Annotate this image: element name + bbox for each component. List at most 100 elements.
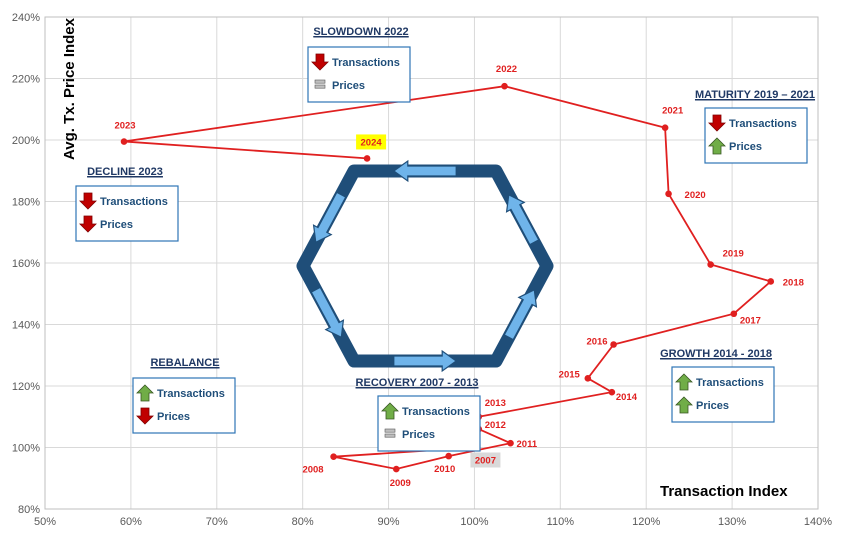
data-point-2022 — [501, 82, 508, 90]
y-tick-label: 100% — [12, 443, 40, 455]
data-point-2017 — [730, 310, 738, 318]
phase-title: MATURITY 2019 – 2021 — [695, 89, 815, 101]
x-tick-label: 140% — [804, 516, 832, 528]
prices-label: Prices — [402, 429, 435, 441]
y-tick-label: 160% — [12, 258, 40, 270]
arrow-up-icon — [381, 402, 399, 420]
arrow-up-icon — [675, 396, 693, 414]
data-point-2015 — [584, 375, 592, 382]
cycle-arrow — [310, 286, 345, 339]
phase-5: GROWTH 2014 - 2018 Transactions Prices — [660, 348, 775, 423]
highlight-box-2007 — [470, 452, 501, 468]
phase-box — [132, 377, 236, 434]
phase-0: SLOWDOWN 2022 Transactions Prices — [307, 26, 411, 103]
cycle-arrow — [505, 193, 540, 246]
phase-title: RECOVERY 2007 - 2013 — [356, 377, 479, 389]
prices-label: Prices — [157, 411, 190, 423]
phase-title: GROWTH 2014 - 2018 — [660, 348, 772, 360]
data-point-2018 — [767, 278, 775, 285]
point-label-2023: 2023 — [114, 121, 135, 132]
phase-box — [75, 185, 179, 242]
phase-boxes: SLOWDOWN 2022 Transactions Prices MATURITY … — [75, 26, 816, 452]
arrow-down-icon — [311, 53, 329, 71]
point-label-2022: 2022 — [496, 64, 517, 75]
phase-box — [671, 366, 775, 423]
arrow-up-icon — [708, 137, 726, 155]
cycle-arrow — [503, 288, 538, 341]
data-point-2011 — [507, 439, 514, 447]
point-label-2020: 2020 — [685, 190, 706, 201]
arrow-down-icon — [708, 114, 726, 132]
point-label-2017: 2017 — [740, 316, 761, 327]
arrow-down-icon — [79, 215, 97, 233]
phase-title: DECLINE 2023 — [87, 166, 163, 178]
data-point-2008 — [330, 453, 337, 461]
flat-bar-icon — [384, 428, 396, 433]
point-label-2024: 2024 — [361, 137, 383, 148]
point-label-2015: 2015 — [559, 369, 581, 380]
y-tick-label: 140% — [12, 320, 40, 332]
phase-title: REBALANCE — [150, 357, 219, 369]
y-tick-label: 220% — [12, 74, 40, 86]
y-tick-label: 180% — [12, 197, 40, 209]
x-tick-labels: 50% 60% 70% 80% 90% 100% 110% 120% 130% 140% — [34, 516, 832, 528]
point-label-2019: 2019 — [723, 249, 744, 260]
prices-label: Prices — [332, 80, 365, 92]
flat-bar-icon — [314, 84, 326, 89]
transactions-label: Transactions — [100, 196, 168, 208]
prices-label: Prices — [696, 400, 729, 412]
prices-label: Prices — [100, 219, 133, 231]
x-tick-label: 110% — [547, 516, 575, 528]
x-tick-label: 70% — [206, 516, 228, 528]
phase-box — [377, 395, 481, 452]
data-point-2016 — [610, 341, 617, 348]
point-label-2011: 2011 — [517, 439, 538, 450]
y-tick-label: 240% — [12, 12, 40, 24]
point-label-2014: 2014 — [616, 392, 638, 403]
cycle-arrow — [393, 349, 458, 373]
point-label-2012: 2012 — [485, 420, 506, 431]
x-tick-label: 120% — [632, 516, 660, 528]
x-axis-label: Transaction Index — [660, 483, 788, 500]
plot-border — [44, 16, 819, 510]
hexagon-outline — [296, 164, 554, 368]
phase-4: RECOVERY 2007 - 2013 Transactions Prices — [355, 377, 481, 452]
transactions-label: Transactions — [332, 57, 400, 69]
x-tick-label: 80% — [292, 516, 314, 528]
transactions-label: Transactions — [696, 377, 764, 389]
transactions-label: Transactions — [402, 406, 470, 418]
cycle-hexagon — [296, 159, 554, 373]
flat-bar-icon — [384, 433, 396, 438]
x-tick-label: 90% — [378, 516, 400, 528]
data-point-2023 — [120, 138, 128, 145]
y-axis-label: Avg. Tx. Price Index — [61, 17, 78, 160]
x-tick-label: 100% — [460, 516, 488, 528]
cycle-arrow — [392, 159, 457, 183]
y-tick-label: 200% — [12, 135, 40, 147]
x-tick-label: 50% — [34, 516, 56, 528]
data-point-2019 — [707, 261, 714, 268]
y-tick-label: 120% — [12, 381, 40, 393]
phase-2: DECLINE 2023 Transactions Prices — [75, 166, 179, 242]
point-label-2007: 2007 — [475, 456, 496, 467]
y-tick-label: 80% — [18, 504, 40, 516]
phase-box — [307, 46, 411, 103]
cycle-arrow — [312, 191, 347, 244]
data-point-2010 — [445, 452, 452, 460]
point-label-2021: 2021 — [662, 106, 684, 117]
transactions-label: Transactions — [157, 388, 225, 400]
data-point-2014 — [608, 388, 616, 396]
x-tick-label: 60% — [120, 516, 142, 528]
phase-title: SLOWDOWN 2022 — [313, 26, 408, 38]
arrow-up-icon — [675, 373, 693, 391]
arrow-down-icon — [79, 192, 97, 210]
y-tick-labels: 80% 100% 120% 140% 160% 180% 200% 220% 240% — [12, 12, 40, 516]
series-line-path — [123, 85, 773, 470]
arrow-up-icon — [136, 384, 154, 402]
flat-bar-icon — [314, 79, 326, 84]
prices-label: Prices — [729, 141, 762, 153]
data-point-2020 — [665, 190, 672, 198]
arrow-down-icon — [136, 407, 154, 425]
transactions-label: Transactions — [729, 118, 797, 130]
